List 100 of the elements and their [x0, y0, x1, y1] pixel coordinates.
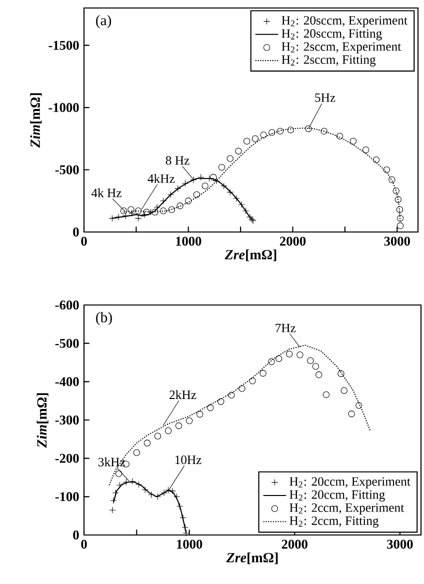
point — [305, 125, 312, 132]
y-tick-label: -100 — [55, 492, 79, 502]
annotation: 3kHz — [98, 457, 125, 466]
legend-label: H$_{2}$: 20ccm, Experiment — [290, 477, 410, 488]
point — [362, 146, 370, 154]
point — [243, 138, 250, 144]
x-tick-label: 3000 — [387, 540, 413, 549]
point — [207, 404, 214, 412]
annotation: (b) — [96, 312, 112, 326]
y-tick-label: -1000 — [48, 103, 79, 112]
point — [252, 135, 259, 142]
point — [276, 128, 284, 135]
legend-label: H$_{2}$: 2ccm, Experiment — [290, 503, 404, 514]
point — [186, 417, 193, 424]
x-tick-label: 3000 — [384, 236, 410, 246]
point — [396, 222, 404, 230]
point — [115, 470, 122, 478]
x-tick-label: 0 — [81, 236, 87, 246]
y-tick-label: -300 — [55, 416, 79, 424]
point — [193, 191, 200, 198]
point — [128, 206, 134, 213]
x-axis-title: Zre[mΩ] — [224, 250, 276, 262]
point — [296, 352, 304, 358]
point — [388, 176, 396, 184]
point — [164, 427, 172, 434]
x-tick-label: 2000 — [280, 236, 306, 246]
point — [168, 206, 176, 213]
point — [268, 358, 275, 366]
point — [228, 392, 235, 398]
y-tick-label: -1500 — [48, 40, 79, 50]
annotation: 5Hz — [315, 93, 336, 102]
point — [336, 132, 344, 140]
point — [185, 198, 192, 204]
point — [320, 128, 328, 135]
point — [144, 440, 151, 446]
point — [218, 398, 224, 405]
point — [218, 164, 226, 171]
point — [286, 350, 293, 358]
point — [340, 387, 348, 394]
annotation: (a) — [96, 14, 112, 28]
point — [128, 210, 136, 217]
point — [356, 402, 362, 409]
y-tick-label: -200 — [55, 454, 79, 463]
x-tick-label: 0 — [81, 540, 87, 549]
point — [175, 422, 182, 430]
point — [260, 132, 267, 138]
x-tick-label: 1000 — [177, 540, 202, 549]
y-tick-label: 0 — [73, 227, 79, 236]
point — [338, 370, 344, 377]
point — [396, 206, 404, 213]
y-tick-label: -400 — [55, 377, 79, 386]
point — [182, 180, 189, 187]
point — [176, 202, 184, 210]
point — [260, 370, 266, 377]
y-tick-label: -500 — [55, 165, 79, 174]
point — [287, 126, 294, 134]
x-tick-label: 1000 — [176, 236, 202, 246]
y-tick-label: 0 — [73, 530, 79, 540]
legend-label: H$_{2}$: 20sccm, Fitting — [282, 29, 382, 40]
point — [238, 385, 246, 392]
point — [316, 371, 322, 378]
legend-label: H$_{2}$: 20sccm, Experiment — [282, 16, 408, 28]
point — [322, 391, 330, 398]
point — [307, 357, 314, 364]
point — [350, 138, 357, 144]
annotation: 8 Hz — [166, 156, 190, 165]
point — [275, 355, 282, 362]
point — [226, 155, 234, 162]
annotation: 4k Hz — [91, 188, 122, 198]
annotation: 7Hz — [276, 324, 296, 332]
point — [109, 506, 116, 514]
point — [312, 363, 320, 370]
point — [160, 208, 167, 214]
legend-label: H$_{2}$: 2sccm, Fitting — [282, 55, 376, 66]
point — [348, 410, 355, 418]
point — [392, 188, 400, 194]
point — [394, 196, 402, 203]
x-tick-label: 2000 — [282, 540, 308, 549]
y-axis-title: Zim[mΩ] — [30, 93, 42, 148]
annotation: 4kHz — [148, 174, 175, 183]
point — [235, 148, 242, 154]
point — [154, 432, 162, 440]
x-axis-title: Zre[mΩ] — [226, 552, 278, 564]
point — [164, 486, 172, 494]
point — [202, 182, 208, 190]
y-tick-label: -600 — [55, 300, 79, 310]
legend-label: H$_{2}$: 2ccm, Fitting — [290, 516, 379, 528]
point — [249, 378, 256, 384]
point — [133, 449, 140, 456]
point — [396, 214, 404, 222]
point — [210, 174, 217, 181]
legend-label: H$_{2}$: 2sccm, Experiment — [282, 42, 402, 54]
point — [268, 129, 276, 136]
y-tick-label: -500 — [55, 338, 79, 348]
legend-label: H$_{2}$: 20ccm, Fitting — [290, 490, 385, 502]
point — [372, 156, 380, 164]
annotation: 2kHz — [170, 390, 196, 399]
point — [196, 410, 204, 418]
annotation: 10Hz — [175, 456, 202, 464]
y-axis-title: Zim[mΩ] — [36, 393, 48, 448]
